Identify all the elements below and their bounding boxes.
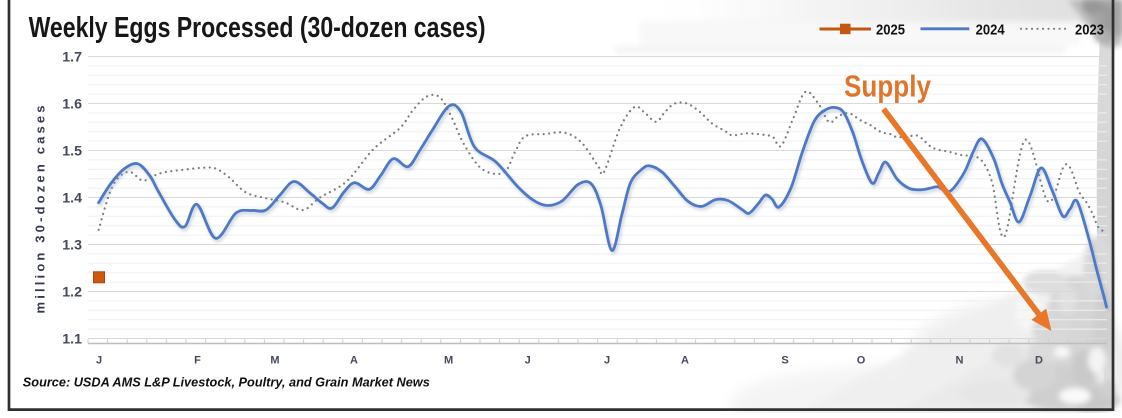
svg-text:O: O [857, 355, 866, 367]
svg-text:2023: 2023 [1075, 22, 1104, 38]
svg-text:Supply: Supply [844, 68, 932, 103]
svg-text:1.4: 1.4 [62, 191, 82, 207]
svg-text:S: S [781, 355, 788, 367]
svg-text:1.3: 1.3 [62, 238, 82, 254]
svg-text:A: A [350, 355, 358, 367]
svg-text:1.1: 1.1 [62, 332, 82, 348]
svg-text:1.7: 1.7 [62, 50, 82, 66]
svg-text:J: J [96, 355, 102, 367]
svg-text:J: J [525, 355, 531, 367]
svg-text:M: M [444, 355, 453, 367]
svg-text:Weekly Eggs Processed (30-doze: Weekly Eggs Processed (30-dozen cases) [29, 12, 486, 44]
svg-text:M: M [270, 355, 279, 367]
svg-text:2025: 2025 [876, 22, 905, 38]
svg-text:1.6: 1.6 [62, 97, 82, 113]
svg-text:1.5: 1.5 [62, 144, 82, 160]
svg-text:2024: 2024 [976, 22, 1005, 38]
svg-text:F: F [194, 355, 201, 367]
svg-text:J: J [604, 355, 610, 367]
svg-text:N: N [956, 355, 964, 367]
svg-text:D: D [1035, 355, 1043, 367]
svg-text:million 30-dozen cases: million 30-dozen cases [33, 106, 48, 314]
svg-text:A: A [681, 355, 689, 367]
svg-text:1.2: 1.2 [62, 285, 82, 301]
svg-text:Source: USDA AMS L&P Livestock: Source: USDA AMS L&P Livestock, Poultry,… [23, 374, 430, 389]
